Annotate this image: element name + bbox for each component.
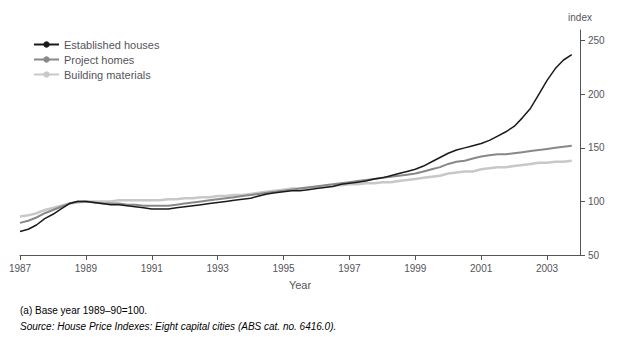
- svg-text:150: 150: [588, 142, 605, 153]
- svg-text:1987: 1987: [9, 263, 32, 274]
- svg-text:1997: 1997: [338, 263, 361, 274]
- svg-text:50: 50: [588, 250, 600, 261]
- svg-text:1991: 1991: [141, 263, 164, 274]
- svg-text:1989: 1989: [75, 263, 98, 274]
- svg-text:Building materials: Building materials: [64, 69, 151, 81]
- svg-text:Project homes: Project homes: [64, 54, 135, 66]
- svg-text:Year: Year: [289, 279, 312, 291]
- svg-text:1999: 1999: [404, 263, 427, 274]
- svg-text:(a) Base year 1989–90=100.: (a) Base year 1989–90=100.: [20, 305, 147, 316]
- svg-text:2003: 2003: [536, 263, 559, 274]
- svg-text:Established houses: Established houses: [64, 39, 160, 51]
- svg-text:1993: 1993: [207, 263, 230, 274]
- svg-text:200: 200: [588, 89, 605, 100]
- svg-text:Source: House Price Indexes: E: Source: House Price Indexes: Eight capit…: [20, 321, 336, 332]
- svg-text:250: 250: [588, 35, 605, 46]
- svg-text:1995: 1995: [272, 263, 295, 274]
- svg-text:2001: 2001: [470, 263, 493, 274]
- svg-text:index: index: [568, 12, 592, 23]
- svg-text:100: 100: [588, 196, 605, 207]
